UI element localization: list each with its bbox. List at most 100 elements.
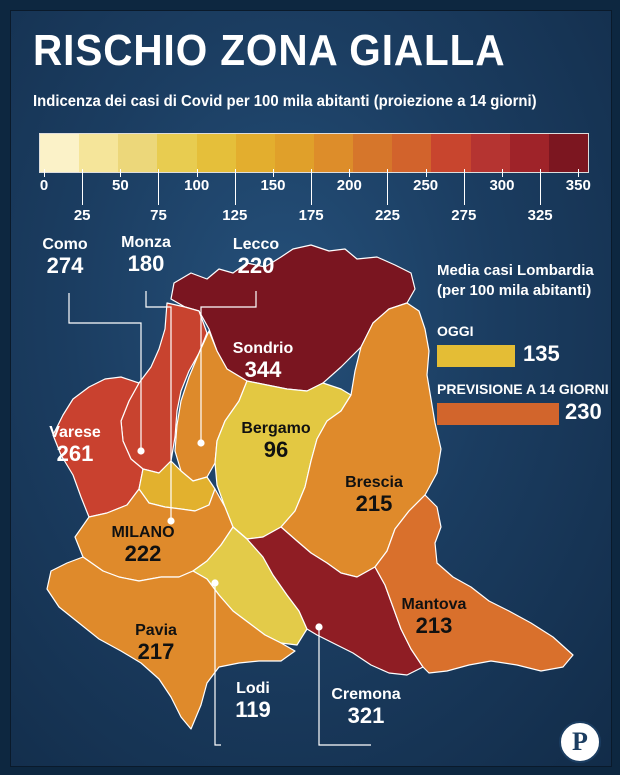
scale-tick-label: 150 xyxy=(260,177,286,194)
legend-today-value: 135 xyxy=(523,341,560,366)
label-brescia: Brescia 215 xyxy=(331,474,417,516)
marker-monza xyxy=(167,517,175,525)
leader-line-como xyxy=(68,293,142,451)
legend-forecast-value: 230 xyxy=(565,399,602,424)
leader-line-lodi xyxy=(214,583,221,746)
scale-tick xyxy=(311,169,313,205)
label-mantova: Mantova 213 xyxy=(391,596,477,638)
province-name: Mantova xyxy=(401,596,467,613)
province-value: 220 xyxy=(237,252,275,278)
label-lecco: Lecco 220 xyxy=(221,236,291,278)
scale-swatch xyxy=(548,134,588,172)
province-value: 274 xyxy=(46,252,84,278)
scale-tick xyxy=(196,169,198,177)
province-name: Brescia xyxy=(345,474,403,491)
province-value: 96 xyxy=(263,436,289,462)
province-value: 321 xyxy=(347,702,385,728)
scale-swatch xyxy=(470,134,510,172)
color-scale xyxy=(39,133,589,173)
scale-swatch xyxy=(353,134,393,172)
scale-tick xyxy=(578,169,580,177)
scale-tick-label: 225 xyxy=(374,207,400,224)
scale-swatch xyxy=(509,134,549,172)
scale-swatch xyxy=(40,134,80,172)
label-pavia: Pavia 217 xyxy=(121,622,191,664)
province-value: 213 xyxy=(415,612,453,638)
scale-tick-label: 300 xyxy=(489,177,515,194)
scale-tick xyxy=(501,169,503,177)
province-value: 261 xyxy=(56,440,94,466)
label-como: Como 274 xyxy=(33,236,97,278)
scale-tick-label: 250 xyxy=(413,177,439,194)
province-name: Varese xyxy=(49,424,101,441)
legend-title-line2: (per 100 mila abitanti) xyxy=(437,282,592,300)
scale-swatch xyxy=(313,134,354,172)
province-name: Cremona xyxy=(331,686,401,703)
scale-tick-label: 350 xyxy=(565,177,591,194)
province-name: MILANO xyxy=(111,524,175,541)
province-name: Como xyxy=(42,236,88,253)
leader-line-lecco xyxy=(200,291,257,443)
province-pavia xyxy=(46,556,296,730)
scale-tick-label: 100 xyxy=(184,177,210,194)
province-value: 217 xyxy=(137,638,175,664)
scale-tick xyxy=(349,169,351,177)
province-name: Sondrio xyxy=(232,340,294,357)
scale-tick-label: 50 xyxy=(111,177,129,194)
scale-swatch xyxy=(79,134,119,172)
label-varese: Varese 261 xyxy=(39,424,111,466)
lombardy-map xyxy=(46,244,574,746)
scale-tick-label: 0 xyxy=(39,177,49,194)
scale-tick xyxy=(387,169,389,205)
province-value: 222 xyxy=(124,540,162,566)
scale-tick xyxy=(540,169,542,205)
scale-tick xyxy=(463,169,465,205)
scale-tick xyxy=(158,169,160,205)
scale-tick xyxy=(82,169,84,205)
legend-title-line1: Media casi Lombardia xyxy=(437,262,594,279)
scale-tick-label: 275 xyxy=(451,207,477,224)
province-mantova xyxy=(374,494,574,674)
province-name: Pavia xyxy=(135,622,177,639)
scale-tick-label: 25 xyxy=(73,207,91,224)
scale-tick-label: 200 xyxy=(336,177,362,194)
label-monza: Monza 180 xyxy=(111,234,181,276)
marker-lodi xyxy=(211,579,219,587)
province-name: Bergamo xyxy=(241,420,311,437)
label-cremona: Cremona 321 xyxy=(321,686,411,728)
province-value: 119 xyxy=(235,696,271,722)
marker-como xyxy=(137,447,145,455)
legend-forecast-bar xyxy=(437,403,559,425)
province-value: 344 xyxy=(244,356,282,382)
scale-swatch xyxy=(431,134,471,172)
scale-tick xyxy=(44,169,45,177)
marker-cremona xyxy=(315,623,323,631)
publisher-logo: P xyxy=(559,721,601,763)
page-title: RISCHIO ZONA GIALLA xyxy=(33,26,506,75)
province-value: 180 xyxy=(127,250,165,276)
scale-tick xyxy=(425,169,427,177)
label-milano: MILANO 222 xyxy=(101,524,185,566)
scale-tick-label: 125 xyxy=(222,207,248,224)
province-value: 215 xyxy=(355,490,393,516)
label-sondrio: Sondrio 344 xyxy=(223,340,303,382)
scale-swatch xyxy=(118,134,158,172)
scale-tick xyxy=(272,169,274,177)
leader-line-monza xyxy=(145,291,172,523)
legend-forecast-label: PREVISIONE A 14 GIORNI xyxy=(437,381,609,397)
page-subtitle: Indicenza dei casi di Covid per 100 mila… xyxy=(33,93,537,110)
scale-swatch xyxy=(157,134,197,172)
scale-swatch xyxy=(392,134,432,172)
province-name: Lecco xyxy=(232,236,280,253)
legend-today-label: OGGI xyxy=(437,323,474,339)
scale-tick-label: 75 xyxy=(150,207,167,224)
marker-lecco xyxy=(197,439,205,447)
legend-title: Media casi Lombardia (per 100 mila abita… xyxy=(437,261,594,302)
scale-tick xyxy=(120,169,122,177)
scale-tick-label: 325 xyxy=(527,207,553,224)
province-name: Monza xyxy=(121,234,171,251)
label-lodi: Lodi 119 xyxy=(223,680,283,722)
legend-today-bar xyxy=(437,345,515,367)
infographic-panel: RISCHIO ZONA GIALLA Indicenza dei casi d… xyxy=(10,10,612,767)
